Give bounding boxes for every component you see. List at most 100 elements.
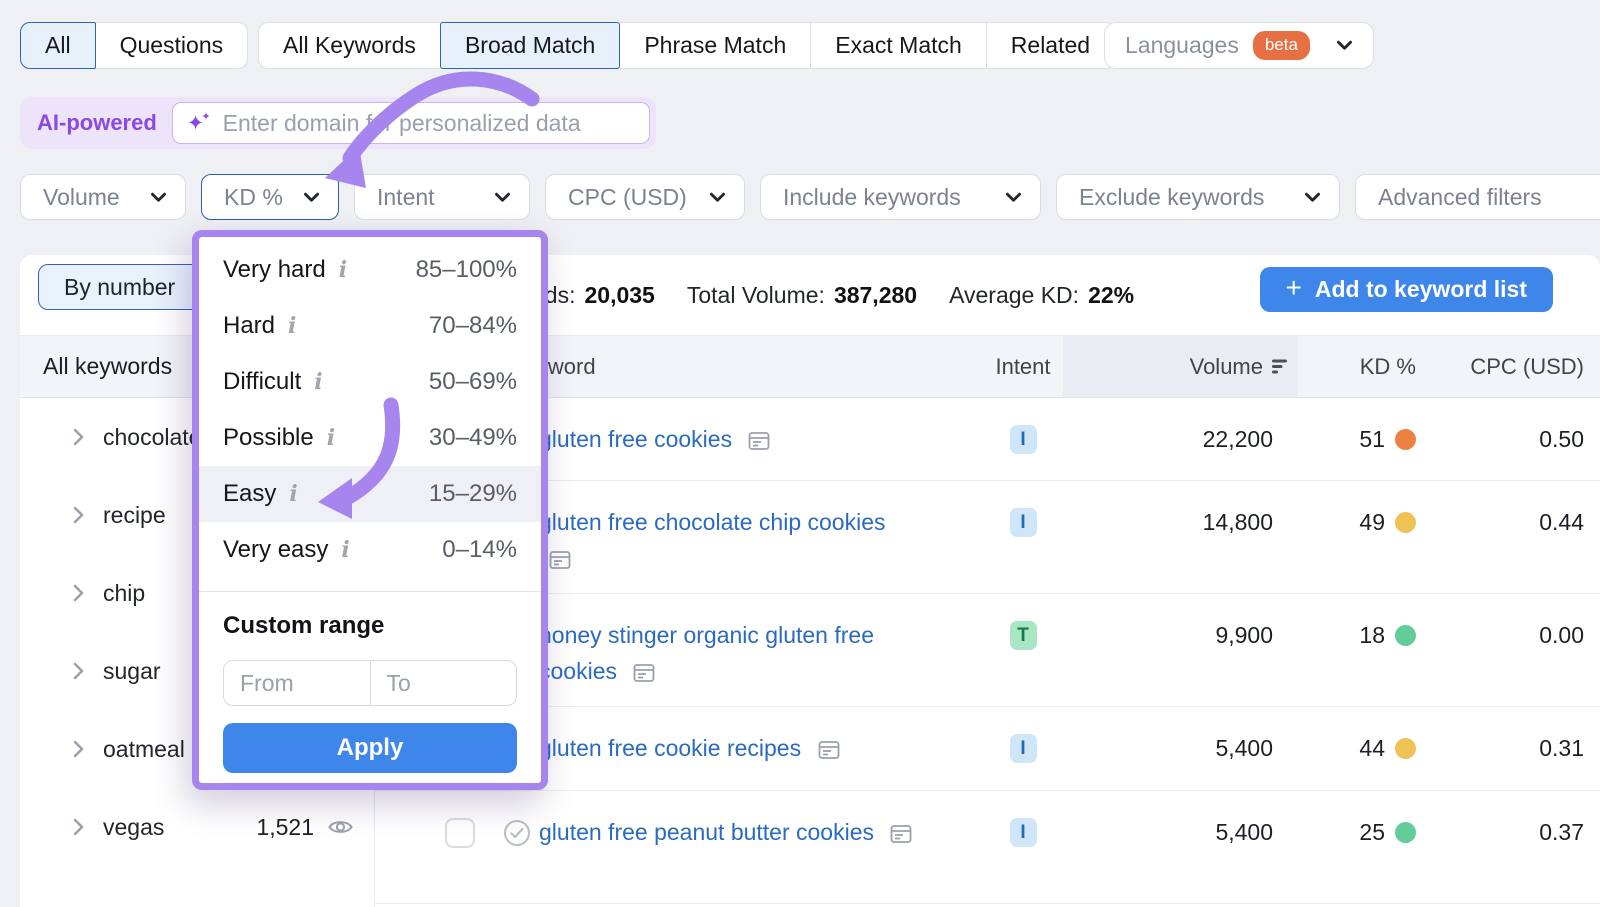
kd-option-very-easy[interactable]: Very easy i 0–14% [199, 522, 541, 578]
tab-exact-match[interactable]: Exact Match [810, 22, 987, 69]
domain-input[interactable] [222, 109, 635, 137]
sidebar-item-chocolate[interactable]: chocolate [20, 398, 374, 476]
tab-all-keywords[interactable]: All Keywords [258, 22, 441, 69]
serp-features-icon[interactable] [890, 823, 912, 845]
tab-phrase-match[interactable]: Phrase Match [619, 22, 812, 69]
info-icon[interactable]: i [341, 537, 350, 563]
intent-badge[interactable]: I [1009, 818, 1037, 847]
volume-cell: 22,200 [1202, 426, 1273, 452]
include-keywords-filter[interactable]: Include keywords [760, 174, 1041, 220]
column-header-kd[interactable]: KD % [1359, 353, 1416, 379]
keyword-link[interactable]: gluten free chocolate chip cookies [539, 509, 886, 535]
cpc-cell: 0.37 [1539, 819, 1584, 845]
keyword-link[interactable]: honey stinger organic gluten free cookie… [539, 622, 874, 684]
kd-cell: 51 [1298, 421, 1416, 457]
cpc-cell: 0.00 [1539, 622, 1584, 648]
column-header-cpc[interactable]: CPC (USD) [1470, 353, 1584, 379]
sidebar-item-count: 1,521 [256, 814, 354, 841]
by-number-button[interactable]: By number [38, 264, 202, 310]
info-icon[interactable]: i [338, 257, 348, 283]
chevron-down-icon [151, 192, 166, 202]
chevron-right-icon [73, 428, 84, 446]
serp-features-icon[interactable] [549, 549, 571, 571]
kd-option-very-hard[interactable]: Very hard i 85–100% [199, 242, 541, 298]
chevron-down-icon [710, 192, 725, 202]
keyword-link[interactable]: gluten free cookies [539, 426, 733, 452]
keyword-cell: gluten free cookie recipes [531, 730, 913, 766]
serp-features-icon[interactable] [633, 662, 655, 684]
beta-badge: beta [1252, 31, 1310, 60]
from-input[interactable] [240, 669, 354, 697]
intent-cell: T [913, 617, 1063, 650]
to-input[interactable] [386, 669, 500, 697]
kd-filter[interactable]: KD % [201, 174, 339, 220]
add-to-keyword-list-button[interactable]: + Add to keyword list [1259, 267, 1553, 312]
kd-option-label: Easy [223, 480, 277, 507]
kd-option-possible[interactable]: Possible i 30–49% [199, 410, 541, 466]
info-icon[interactable]: i [326, 425, 336, 451]
kd-option-label: Possible [223, 424, 314, 451]
serp-features-icon[interactable] [818, 739, 840, 761]
keyword-link[interactable]: gluten free peanut butter cookies [539, 819, 875, 845]
filter-bar: Volume KD % Intent CPC (USD) Include key… [20, 174, 1600, 220]
tab-all[interactable]: All [20, 22, 96, 69]
intent-badge[interactable]: T [1009, 621, 1037, 650]
check-circle-icon[interactable] [503, 819, 531, 847]
intent-filter-label: Intent [377, 183, 435, 210]
intent-badge[interactable]: I [1009, 508, 1037, 537]
row-status [475, 814, 531, 847]
serp-features-icon[interactable] [748, 430, 770, 452]
sidebar-header: All keywords [43, 353, 173, 379]
kd-dropdown-panel: Very hard i 85–100% Hard i 70–84% Diffic… [192, 230, 548, 790]
sidebar-item-vegas[interactable]: vegas 1,521 [20, 788, 374, 866]
kd-cell: 44 [1298, 730, 1416, 766]
intent-filter[interactable]: Intent [354, 174, 530, 220]
info-icon[interactable]: i [314, 369, 323, 395]
advanced-filters-button[interactable]: Advanced filters [1355, 174, 1600, 220]
results-card: By number All keywords: 20,035 Total Vol… [20, 255, 1600, 907]
chevron-right-icon [73, 740, 84, 758]
volume-filter[interactable]: Volume [20, 174, 186, 220]
keyword-link[interactable]: gluten free cookie recipes [539, 735, 802, 761]
eye-icon[interactable] [327, 817, 354, 837]
sidebar-item-recipe[interactable]: recipe [20, 476, 374, 554]
sidebar-item-oatmeal[interactable]: oatmeal [20, 710, 374, 788]
kd-option-hard[interactable]: Hard i 70–84% [199, 298, 541, 354]
tab-questions[interactable]: Questions [94, 22, 249, 69]
sidebar-item-label: sugar [103, 657, 161, 684]
kd-value: 18 [1359, 622, 1385, 648]
kd-option-range: 70–84% [428, 312, 517, 339]
column-header-intent[interactable]: Intent [995, 353, 1051, 379]
intent-badge[interactable]: I [1009, 734, 1037, 763]
match-type-tabs-primary: All Questions [20, 22, 249, 69]
apply-button[interactable]: Apply [223, 723, 517, 773]
exclude-keywords-label: Exclude keywords [1079, 183, 1265, 210]
sidebar-item-label: vegas [103, 813, 165, 840]
kd-option-label: Very hard [223, 256, 326, 283]
sparkle-icon: ✦✦ [186, 111, 211, 135]
cpc-filter[interactable]: CPC (USD) [545, 174, 745, 220]
languages-dropdown[interactable]: Languages beta [1104, 22, 1374, 69]
kd-difficulty-dot [1395, 738, 1416, 759]
row-checkbox[interactable] [445, 818, 475, 848]
average-kd-stat-label: Average KD: [949, 281, 1080, 308]
tab-broad-match[interactable]: Broad Match [439, 22, 621, 69]
kd-option-difficult[interactable]: Difficult i 50–69% [199, 354, 541, 410]
tab-related[interactable]: Related [985, 22, 1116, 69]
kd-option-easy[interactable]: Easy i 15–29% [199, 466, 541, 522]
cpc-cell: 0.50 [1539, 426, 1584, 452]
table-row: gluten free cookie recipes I 5,400 44 0.… [375, 707, 1600, 791]
info-icon[interactable]: i [289, 481, 298, 507]
sidebar-item-sugar[interactable]: sugar [20, 632, 374, 710]
column-header-volume[interactable]: Volume [1063, 336, 1298, 397]
ai-powered-bar: AI-powered ✦✦ [20, 97, 656, 149]
exclude-keywords-filter[interactable]: Exclude keywords [1056, 174, 1340, 220]
kd-difficulty-dot [1395, 512, 1416, 533]
keyword-cell: honey stinger organic gluten free cookie… [531, 617, 913, 689]
cpc-filter-label: CPC (USD) [568, 183, 687, 210]
info-icon[interactable]: i [288, 313, 297, 339]
intent-badge[interactable]: I [1009, 425, 1037, 454]
from-field-wrap [223, 660, 370, 706]
sidebar-item-chip[interactable]: chip [20, 554, 374, 632]
